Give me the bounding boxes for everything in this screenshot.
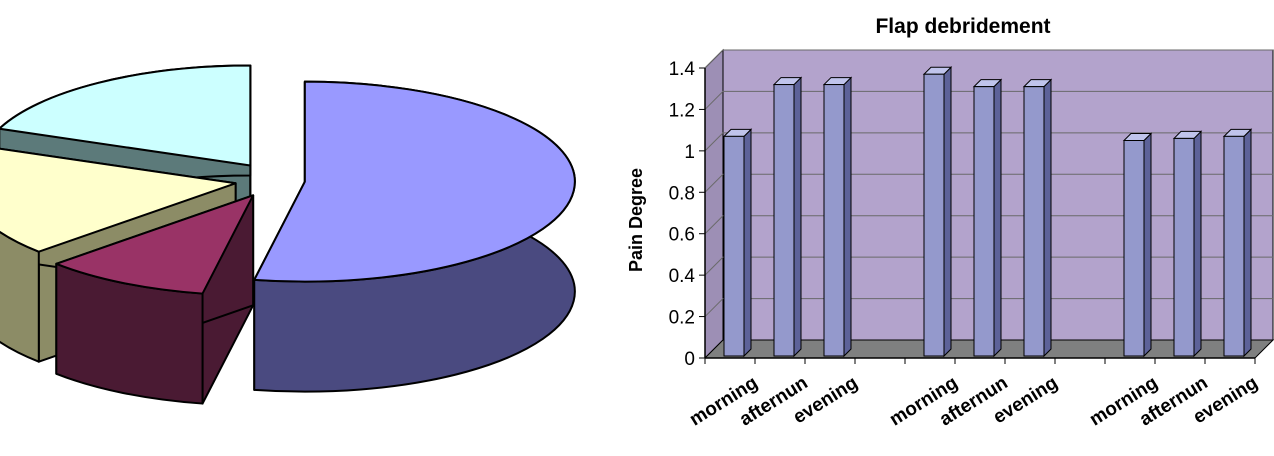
bar: [772, 76, 803, 358]
y-tick-label: 0.8: [669, 183, 695, 204]
gridline: [704, 298, 1273, 317]
pie-chart: [0, 64, 576, 405]
pie-slice-2: [55, 194, 255, 405]
bar: [922, 66, 953, 358]
y-tick-label: 0.4: [669, 266, 696, 287]
bar: [972, 78, 1003, 358]
bar: [1022, 78, 1053, 358]
y-tick-label: 1.4: [669, 59, 696, 80]
chart-title: Flap debridement: [875, 15, 1050, 38]
plot-side-wall: [704, 48, 724, 360]
gridline: [704, 90, 1273, 110]
gridline: [704, 132, 1273, 152]
y-tick-label: 0.6: [669, 225, 695, 246]
bar: [1172, 130, 1203, 358]
bar: [722, 128, 753, 358]
y-axis-label: Pain Degree: [626, 168, 646, 272]
y-tick-label: 0.2: [669, 308, 695, 329]
y-tick-label: 1: [684, 142, 695, 163]
gridline: [704, 256, 1273, 276]
y-tick-label: 0: [684, 349, 695, 370]
gridline: [704, 49, 1273, 69]
pie-slice-1: [253, 80, 576, 393]
gridline: [704, 173, 1273, 193]
bar: [1222, 128, 1253, 358]
gridline: [704, 215, 1273, 235]
bar: [822, 76, 853, 358]
bar: [1122, 132, 1153, 358]
bar-chart: Flap debridement Pain Degree 0 0.2 0.4 0.6 0…: [626, 15, 1274, 431]
y-tick-label: 1.2: [669, 100, 695, 121]
